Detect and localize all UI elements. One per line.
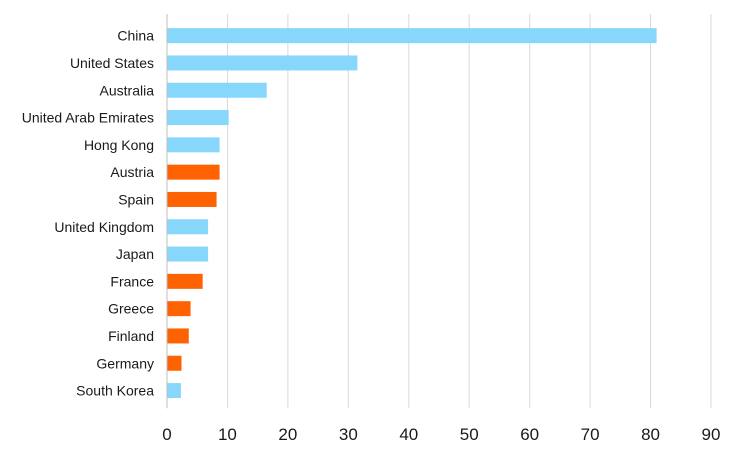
x-tick-label: 50: [460, 425, 479, 444]
category-label: Australia: [100, 82, 155, 98]
x-tick-label: 60: [520, 425, 539, 444]
bar: [167, 28, 657, 44]
bar: [167, 55, 358, 71]
bar: [167, 137, 220, 153]
x-tick-label: 40: [399, 425, 418, 444]
category-label: Austria: [110, 164, 154, 180]
category-label: United Arab Emirates: [22, 110, 154, 126]
category-label: Germany: [96, 355, 154, 371]
category-label: Greece: [108, 301, 154, 317]
x-tick-label: 30: [339, 425, 358, 444]
x-tick-label: 10: [218, 425, 237, 444]
bar: [167, 273, 203, 289]
bar: [167, 82, 267, 98]
category-label: United States: [70, 55, 154, 71]
bar: [167, 355, 182, 371]
x-tick-label: 0: [162, 425, 171, 444]
x-tick-label: 90: [702, 425, 721, 444]
gridlines: [226, 14, 712, 409]
bar: [167, 219, 209, 235]
category-labels: China United States Australia United Arab E…: [22, 28, 155, 399]
bars: [167, 28, 657, 399]
bar: [167, 164, 220, 180]
bar: [167, 383, 181, 399]
category-label: Hong Kong: [84, 137, 154, 153]
category-label: Japan: [116, 246, 154, 262]
category-label: China: [117, 28, 154, 44]
category-label: Spain: [118, 191, 154, 207]
bar: [167, 191, 217, 207]
x-tick-label: 20: [278, 425, 297, 444]
bar: [167, 110, 229, 126]
category-label: Finland: [108, 328, 154, 344]
x-tick-labels: 0 10 20 30 40 50 60 70 80 90: [162, 425, 720, 444]
category-label: France: [110, 273, 154, 289]
bar: [167, 301, 191, 317]
x-tick-label: 70: [581, 425, 600, 444]
category-label: South Korea: [76, 383, 154, 399]
x-tick-label: 80: [641, 425, 660, 444]
bar: [167, 246, 209, 262]
bar: [167, 328, 189, 344]
category-label: United Kingdom: [54, 219, 154, 235]
